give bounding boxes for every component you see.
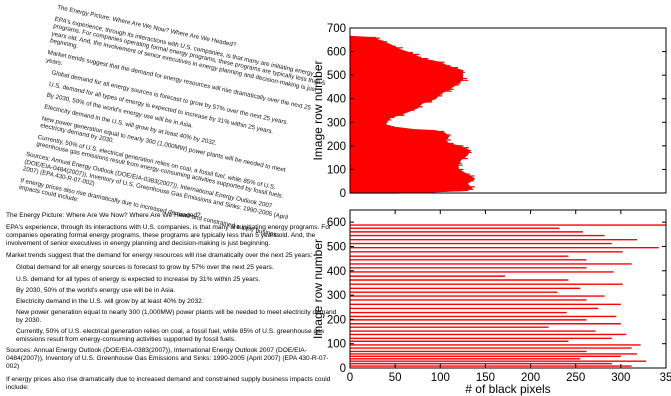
y-tick-label: 100 (327, 339, 346, 351)
plot-frame (349, 27, 667, 194)
doc-intro: EPA's experience, through its interactio… (6, 224, 332, 248)
y-tick-label: 300 (327, 290, 346, 302)
top-projection-chart: 0 100 200 300 400 500 600 700 Image row number (311, 23, 667, 200)
doc-bullet: By 2030, 50% of the world's energy use w… (16, 286, 176, 294)
y-tick-label: 600 (327, 217, 346, 229)
y-tick-label: 400 (327, 266, 346, 278)
y-tick-label: 600 (327, 47, 346, 59)
y-tick-label: 200 (327, 141, 346, 153)
y-tick-label: 300 (327, 117, 346, 129)
doc-bullet: U.S. demand for all types of energy is e… (16, 275, 261, 283)
deskewed-document: The Energy Picture: Where Are We Now? Wh… (6, 212, 340, 396)
x-tick-label: 0 (347, 372, 353, 384)
y-axis-label: Image row number (311, 60, 325, 160)
doc-sources: Sources: Annual Energy Outlook (DOE/EIA-… (6, 347, 329, 371)
y-tick-label: 400 (327, 94, 346, 106)
x-tick-label: 35 (660, 372, 671, 384)
doc-title: The Energy Picture: Where Are We Now? Wh… (6, 212, 201, 219)
y-tick-label: 500 (327, 241, 346, 253)
x-tick-label: 200 (521, 372, 540, 384)
x-tick-label: 100 (431, 372, 450, 384)
doc-bullet: New power generation equal to nearly 300… (16, 308, 337, 324)
doc-closing: If energy prices also rise dramatically … (6, 375, 331, 391)
y-tick-label: 500 (327, 70, 346, 82)
doc-bullet: Currently, 50% of U.S. electrical genera… (16, 328, 325, 344)
doc-bullet: Electricity demand in the U.S. will grow… (16, 297, 204, 305)
y-tick-label: 0 (340, 363, 346, 375)
y-tick-label: 200 (327, 314, 346, 326)
y-tick-label: 0 (340, 188, 346, 200)
x-tick-label: 250 (566, 372, 585, 384)
y-tick-label: 100 (327, 164, 346, 176)
bottom-projection-chart: 0 100 200 300 400 500 600 0 50 100 150 200 250 300 35 I… (311, 209, 671, 396)
document-panel: The Energy Picture: Where Are We Now? Wh… (6, 4, 340, 396)
x-tick-label: 50 (389, 372, 402, 384)
y-tick-label: 700 (327, 23, 346, 35)
x-tick-label: 300 (611, 372, 630, 384)
x-axis-label: # of black pixels (465, 382, 550, 396)
doc-bullet: Global demand for all energy sources is … (16, 264, 274, 272)
y-axis-label: Image row number (311, 239, 325, 339)
doc-trends-lead: Market trends suggest that the demand fo… (6, 252, 313, 260)
x-tick-label: 150 (476, 372, 495, 384)
plot-frame (349, 209, 667, 369)
